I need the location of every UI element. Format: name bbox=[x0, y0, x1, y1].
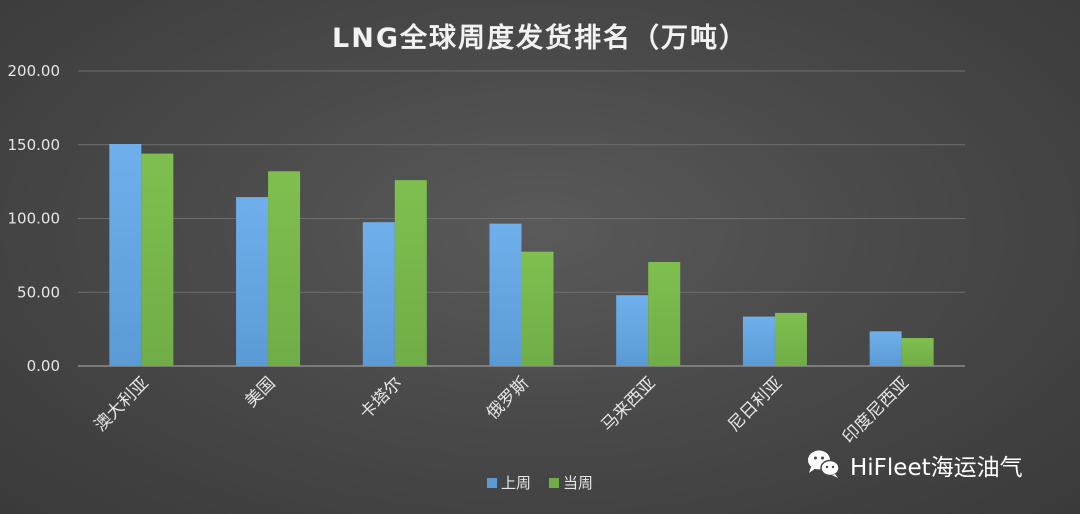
legend-swatch bbox=[487, 478, 497, 488]
bar bbox=[268, 171, 301, 366]
watermark: HiFleet海运油气 bbox=[808, 450, 1023, 481]
bar bbox=[742, 316, 775, 366]
x-tick-label: 马来西亚 bbox=[598, 373, 660, 435]
y-tick-label: 0.00 bbox=[27, 357, 60, 375]
x-tick-label: 俄罗斯 bbox=[483, 373, 533, 423]
y-tick-label: 100.00 bbox=[8, 210, 61, 228]
legend: 上周 当周 bbox=[487, 474, 593, 492]
chart-title: LNG全球周度发货排名（万吨） bbox=[332, 22, 748, 54]
y-tick-label: 200.00 bbox=[8, 62, 61, 80]
legend-swatch bbox=[549, 478, 559, 488]
bar bbox=[616, 295, 649, 366]
bar bbox=[901, 337, 934, 366]
x-axis-tick-labels: 澳大利亚 美国 卡塔尔 俄罗斯 马来西亚 尼日利亚 印度尼西亚 bbox=[91, 373, 914, 447]
bar bbox=[489, 223, 522, 366]
x-tick-label: 澳大利亚 bbox=[91, 373, 153, 435]
bar bbox=[236, 197, 269, 366]
x-tick-label: 卡塔尔 bbox=[356, 373, 406, 423]
bar bbox=[521, 251, 554, 366]
bars bbox=[109, 144, 934, 366]
bar bbox=[394, 180, 427, 366]
x-tick-label: 印度尼西亚 bbox=[839, 373, 913, 447]
bar bbox=[774, 312, 807, 366]
bar bbox=[141, 153, 174, 366]
y-tick-label: 150.00 bbox=[8, 136, 61, 154]
y-tick-label: 50.00 bbox=[17, 283, 60, 301]
x-tick-label: 美国 bbox=[241, 373, 279, 411]
bar bbox=[362, 222, 395, 366]
bar bbox=[869, 331, 902, 366]
bar bbox=[648, 262, 681, 366]
watermark-text: HiFleet海运油气 bbox=[850, 455, 1023, 481]
legend-label: 上周 bbox=[501, 474, 531, 492]
legend-label: 当周 bbox=[563, 474, 593, 492]
wechat-icon bbox=[808, 450, 840, 478]
bar bbox=[109, 144, 142, 366]
y-axis-tick-labels: 0.00 50.00 100.00 150.00 200.00 bbox=[8, 62, 61, 375]
x-tick-label: 尼日利亚 bbox=[724, 373, 786, 435]
